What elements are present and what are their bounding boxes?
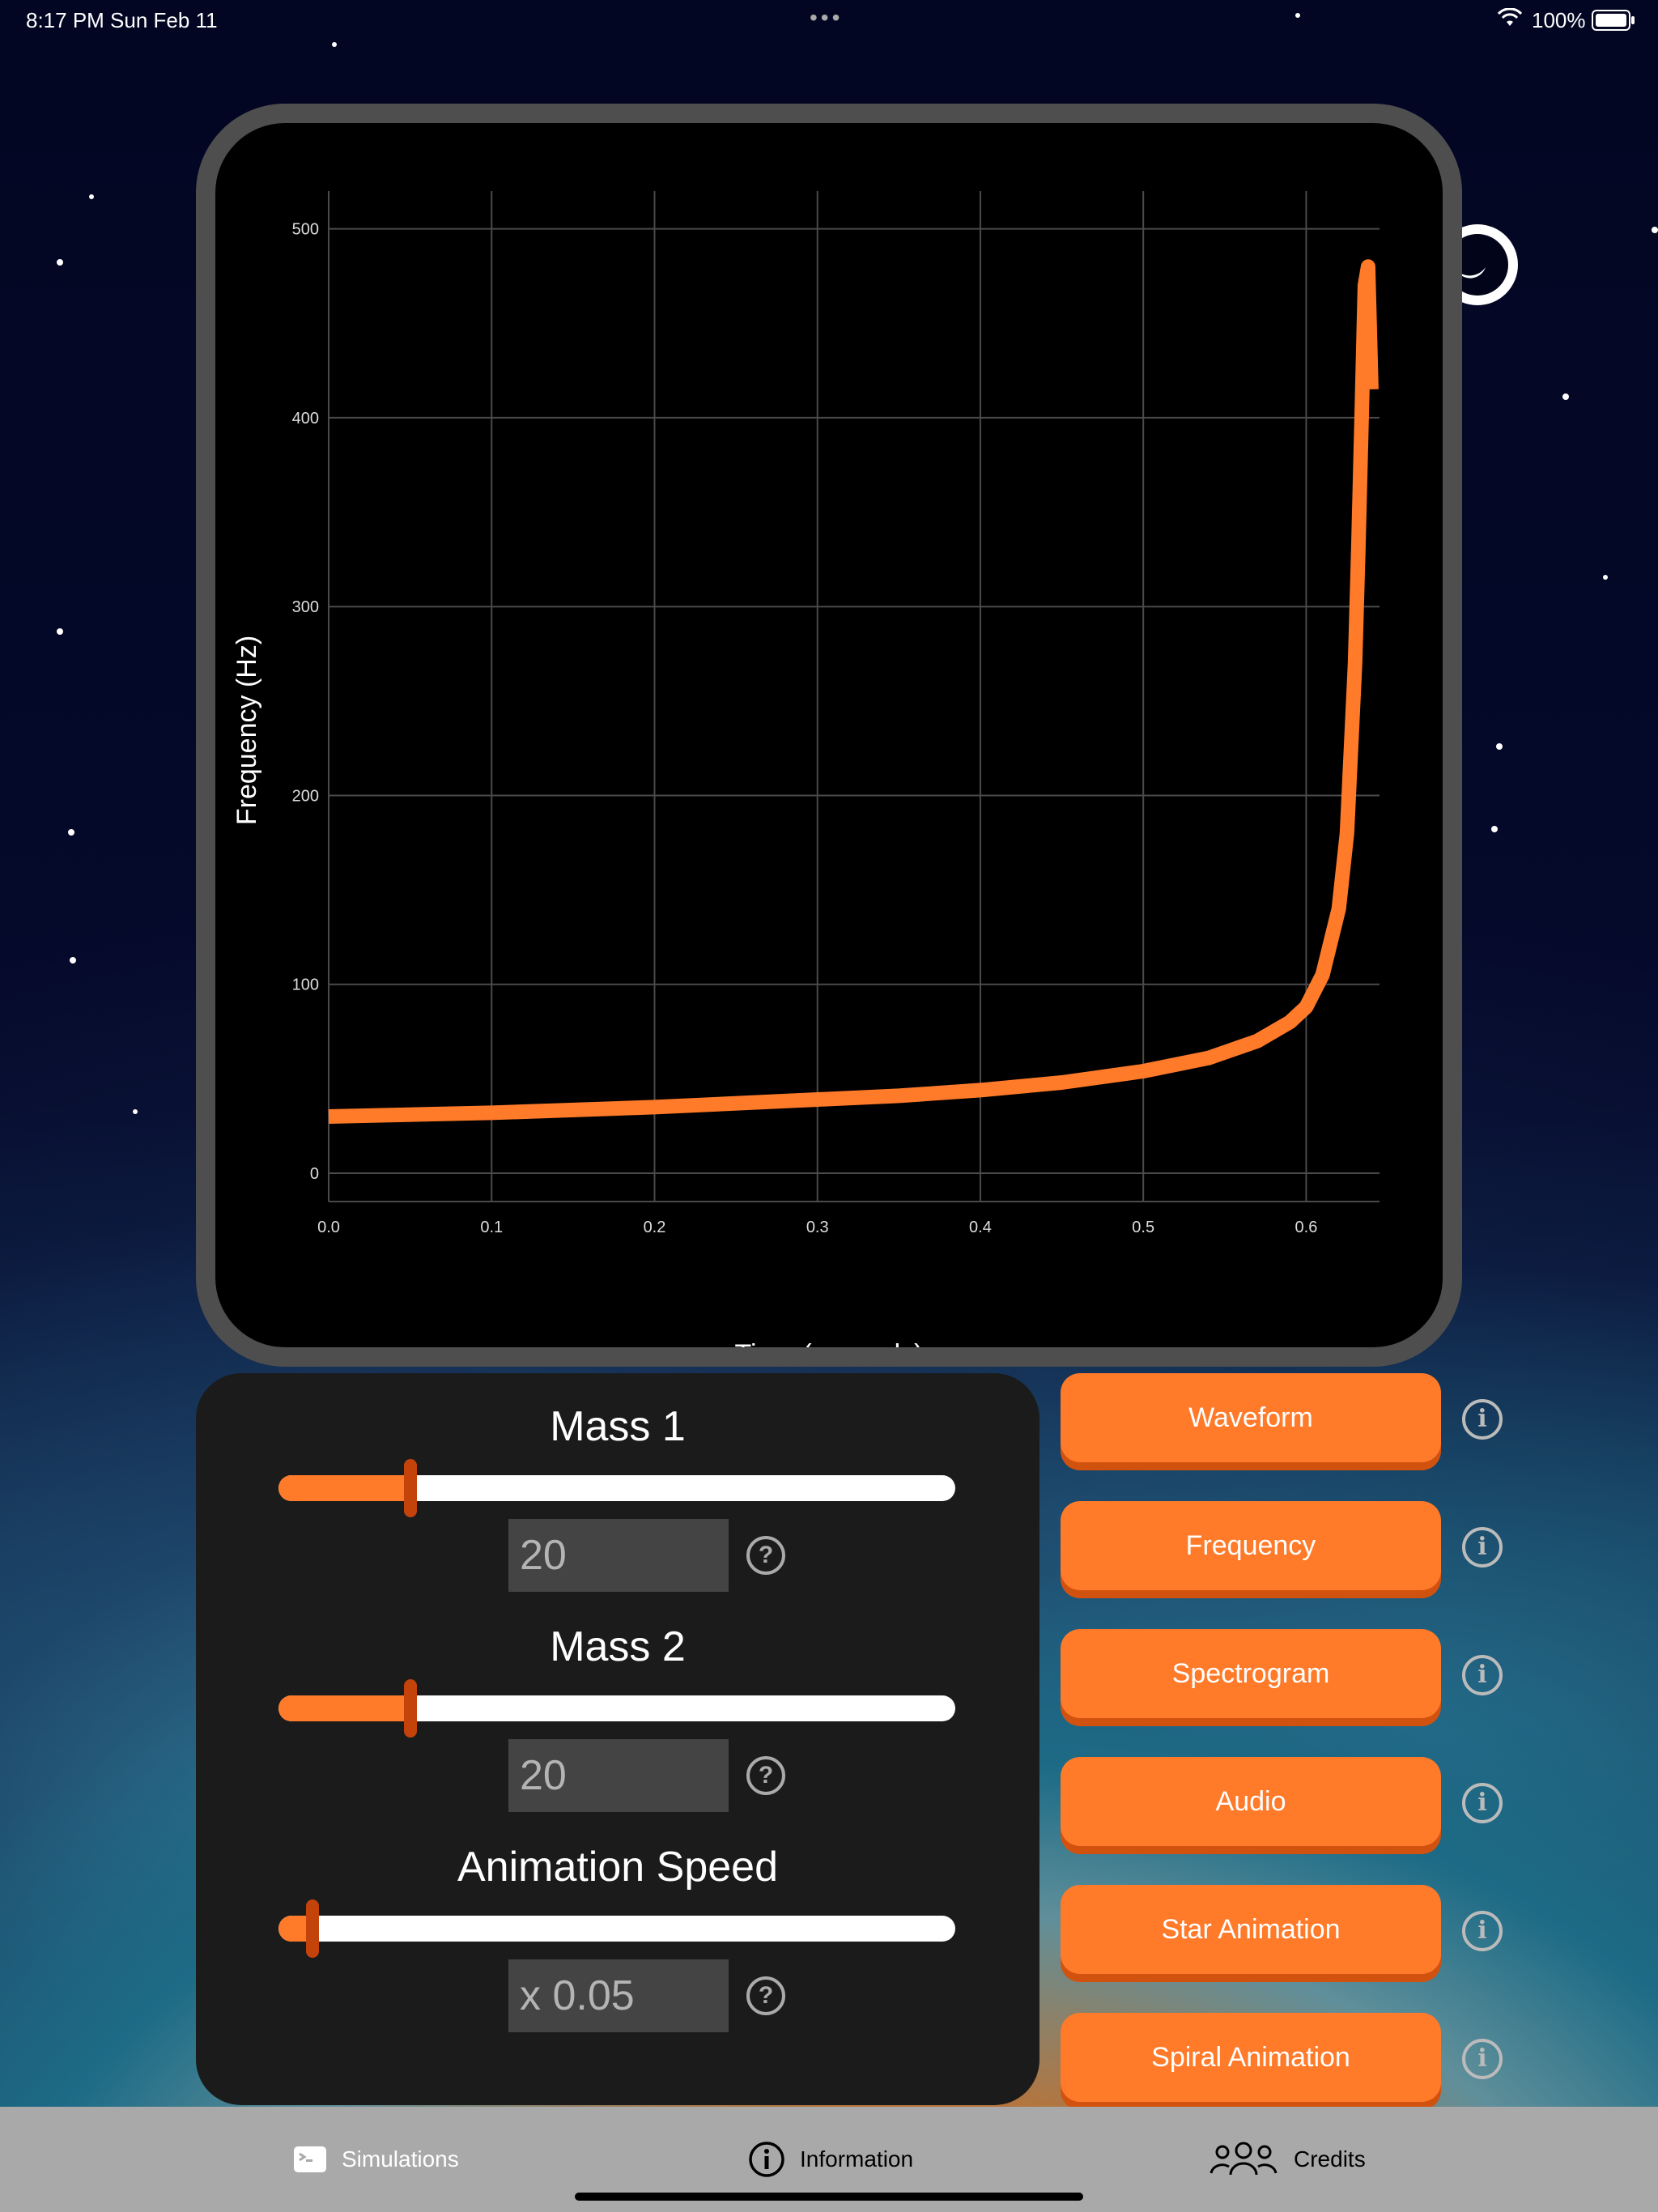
x-tick-label: 0.2 bbox=[644, 1219, 666, 1236]
y-axis: 0 100 200 300 400 500 bbox=[292, 221, 319, 1183]
y-tick-label: 200 bbox=[292, 787, 319, 805]
mass1-label: Mass 1 bbox=[550, 1403, 686, 1450]
animation-speed-slider-thumb[interactable] bbox=[305, 1899, 319, 1958]
star bbox=[133, 1109, 138, 1114]
mass1-slider-thumb[interactable] bbox=[404, 1459, 418, 1517]
x-tick-label: 0.5 bbox=[1132, 1219, 1154, 1236]
y-tick-label: 400 bbox=[292, 410, 319, 428]
y-tick-label: 300 bbox=[292, 598, 319, 616]
animation-speed-label: Animation Speed bbox=[457, 1844, 779, 1891]
mass1-slider[interactable] bbox=[278, 1459, 955, 1517]
y-axis-label: Frequency (Hz) bbox=[232, 636, 262, 825]
star bbox=[70, 957, 76, 963]
star bbox=[1562, 393, 1569, 400]
mass1-slider-fill bbox=[278, 1475, 411, 1501]
tab-simulations[interactable]: Simulations bbox=[293, 2139, 504, 2180]
chart-grid bbox=[328, 191, 1380, 1202]
mass1-value-field[interactable]: 20 bbox=[508, 1519, 729, 1592]
tab-credits[interactable]: Credits bbox=[1209, 2139, 1371, 2180]
star bbox=[1295, 13, 1300, 18]
star bbox=[57, 259, 63, 266]
info-circle-icon bbox=[749, 2142, 784, 2177]
mass2-slider[interactable] bbox=[278, 1679, 955, 1738]
frequency-button[interactable]: Frequency bbox=[1061, 1501, 1441, 1590]
frequency-info-icon[interactable]: i bbox=[1462, 1527, 1503, 1568]
tab-simulations-label: Simulations bbox=[342, 2146, 459, 2172]
x-axis: 0.0 0.1 0.2 0.3 0.4 0.5 0.6 bbox=[317, 1219, 1317, 1236]
star bbox=[1496, 743, 1503, 750]
audio-button[interactable]: Audio bbox=[1061, 1757, 1441, 1846]
multitasking-dots[interactable]: ••• bbox=[810, 5, 844, 30]
frequency-series-line bbox=[328, 259, 1379, 1124]
frequency-chart-card: 0 100 200 300 400 500 0.0 0.1 0.2 0.3 0.4 0.5 0.6 F… bbox=[196, 104, 1462, 1367]
y-tick-label: 100 bbox=[292, 976, 319, 994]
terminal-icon bbox=[294, 2146, 326, 2172]
animation-speed-value-field[interactable]: x 0.05 bbox=[508, 1959, 729, 2032]
mass1-help-icon[interactable]: ? bbox=[746, 1536, 785, 1575]
mass2-help-icon[interactable]: ? bbox=[746, 1756, 785, 1795]
x-axis-label: Time (seconds) bbox=[734, 1339, 923, 1347]
frequency-chart: 0 100 200 300 400 500 0.0 0.1 0.2 0.3 0.4 0.5 0.6 F… bbox=[232, 191, 1380, 1347]
star bbox=[1603, 575, 1608, 580]
spiral-animation-info-icon[interactable]: i bbox=[1462, 2039, 1503, 2079]
star bbox=[68, 829, 74, 836]
y-tick-label: 500 bbox=[292, 221, 319, 239]
status-bar: 8:17 PM Sun Feb 11 ••• 100% bbox=[0, 0, 1658, 40]
mass2-slider-thumb[interactable] bbox=[404, 1679, 418, 1738]
home-indicator bbox=[575, 2193, 1083, 2201]
x-tick-label: 0.4 bbox=[969, 1219, 992, 1236]
x-tick-label: 0.1 bbox=[480, 1219, 503, 1236]
x-tick-label: 0.0 bbox=[317, 1219, 340, 1236]
star bbox=[57, 628, 63, 635]
tab-information[interactable]: Information bbox=[748, 2139, 942, 2180]
star bbox=[1652, 227, 1658, 233]
controls-panel: Mass 1 20 ? Mass 2 20 ? Animation Speed … bbox=[196, 1373, 1039, 2105]
battery-percent: 100% bbox=[1532, 8, 1586, 32]
audio-info-icon[interactable]: i bbox=[1462, 1783, 1503, 1823]
tab-bar: Simulations Information Credits bbox=[0, 2107, 1658, 2212]
y-tick-label: 0 bbox=[310, 1165, 319, 1183]
x-tick-label: 0.6 bbox=[1295, 1219, 1318, 1236]
chart-series bbox=[328, 259, 1379, 1124]
battery-icon bbox=[1592, 10, 1635, 31]
spectrogram-button[interactable]: Spectrogram bbox=[1061, 1629, 1441, 1718]
waveform-button[interactable]: Waveform bbox=[1061, 1373, 1441, 1462]
star-animation-info-icon[interactable]: i bbox=[1462, 1911, 1503, 1951]
mass2-value-field[interactable]: 20 bbox=[508, 1739, 729, 1812]
waveform-info-icon[interactable]: i bbox=[1462, 1399, 1503, 1440]
animation-speed-slider[interactable] bbox=[278, 1899, 955, 1958]
star bbox=[1491, 826, 1498, 832]
people-group-icon bbox=[1209, 2142, 1278, 2176]
wifi-icon bbox=[1498, 8, 1522, 26]
spectrogram-info-icon[interactable]: i bbox=[1462, 1655, 1503, 1695]
tab-information-label: Information bbox=[800, 2146, 914, 2172]
star-animation-button[interactable]: Star Animation bbox=[1061, 1885, 1441, 1974]
animation-speed-help-icon[interactable]: ? bbox=[746, 1976, 785, 2015]
star bbox=[89, 194, 94, 199]
mass2-slider-fill bbox=[278, 1695, 411, 1721]
mass2-label: Mass 2 bbox=[550, 1623, 686, 1670]
tab-credits-label: Credits bbox=[1294, 2146, 1366, 2172]
spiral-animation-button[interactable]: Spiral Animation bbox=[1061, 2013, 1441, 2102]
x-tick-label: 0.3 bbox=[806, 1219, 829, 1236]
star bbox=[332, 42, 337, 47]
status-time: 8:17 PM Sun Feb 11 bbox=[26, 8, 218, 32]
